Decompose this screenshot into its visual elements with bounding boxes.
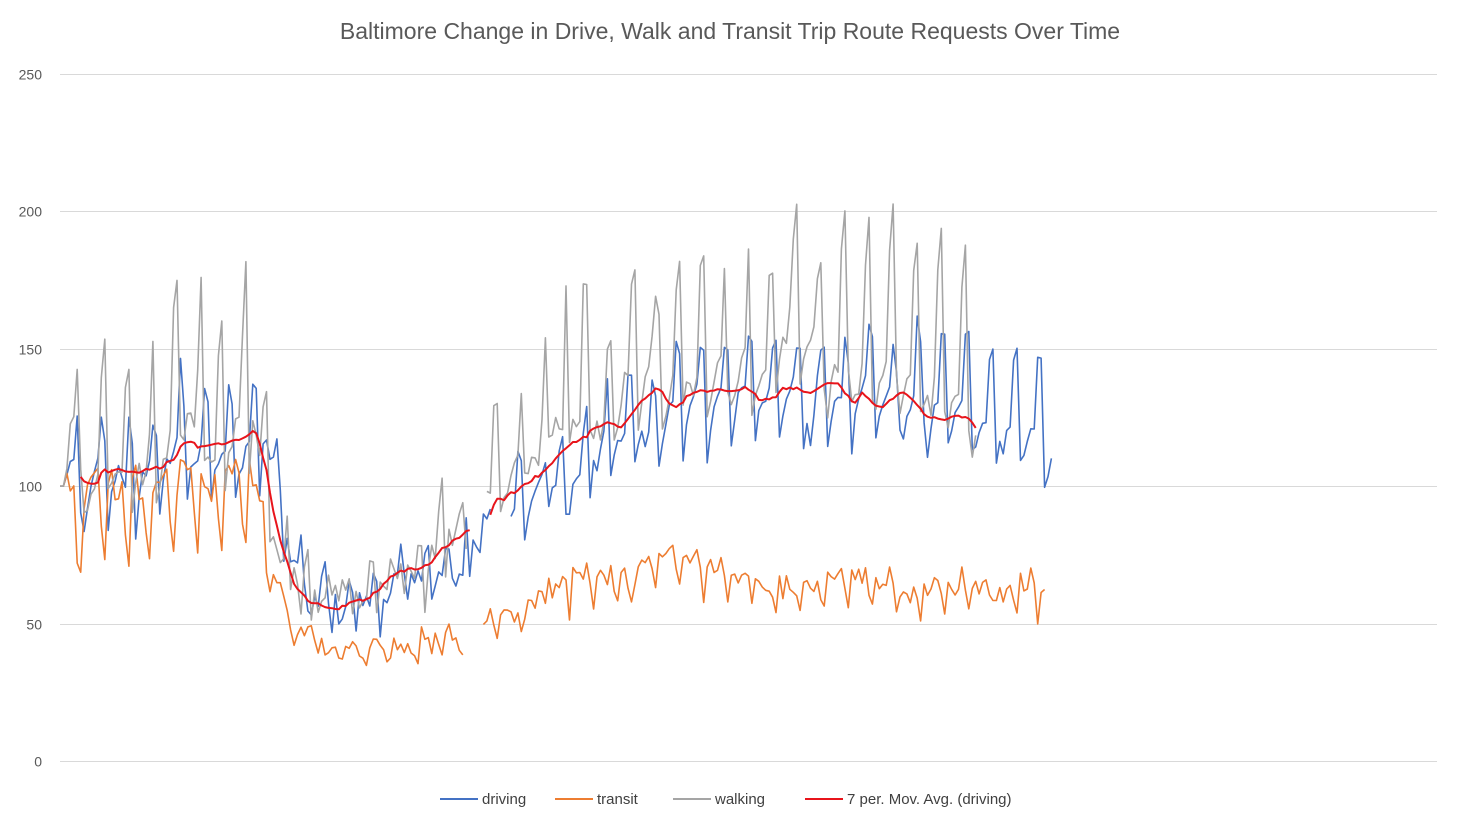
series-line-walking: [60, 203, 977, 621]
legend-label: 7 per. Mov. Avg. (driving): [847, 791, 1012, 808]
series-line-transit: [60, 458, 1046, 667]
legend-label: transit: [597, 791, 639, 808]
legend-item: walking: [673, 791, 765, 808]
y-tick-label: 0: [34, 754, 42, 770]
legend: driving transit walking 7 per. Mov. Avg. (d…: [440, 791, 1012, 808]
chart-title: Baltimore Change in Drive, Walk and Tran…: [339, 18, 1121, 44]
series-line-driving: [60, 315, 1053, 638]
y-tick-label: 100: [19, 479, 43, 495]
series-line-7-per-mov-avg-driving: [79, 382, 977, 611]
y-tick-label: 250: [19, 67, 43, 83]
y-tick-label: 50: [26, 617, 42, 633]
legend-item: 7 per. Mov. Avg. (driving): [805, 791, 1012, 808]
y-tick-label: 200: [19, 204, 43, 220]
y-tick-label: 150: [19, 342, 43, 358]
legend-item: transit: [555, 791, 639, 808]
legend-label: driving: [482, 791, 526, 808]
legend-item: driving: [440, 791, 526, 808]
legend-label: walking: [714, 791, 765, 808]
y-axis-tick-labels: 0 50 100 150 200 250: [19, 67, 43, 770]
series-lines: [60, 203, 1053, 667]
